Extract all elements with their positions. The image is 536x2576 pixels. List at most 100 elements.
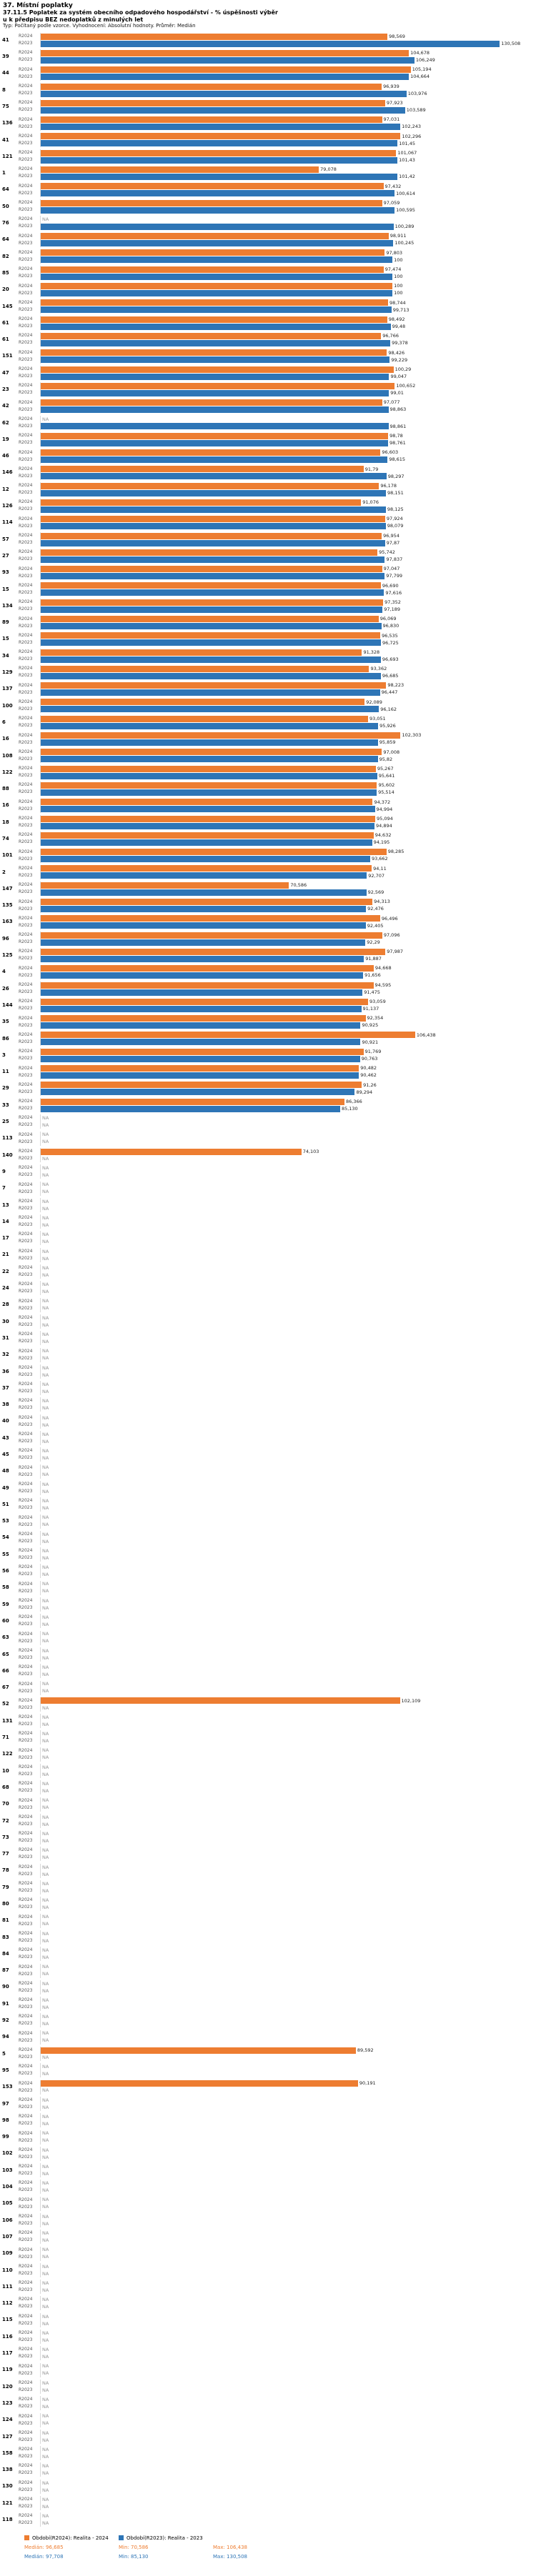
series-label: R2023 bbox=[19, 2121, 33, 2127]
series-label: R2023 bbox=[19, 1039, 33, 1044]
bar-value-label: 100,595 bbox=[396, 206, 415, 213]
bar-line-r2023: R2023 NA bbox=[19, 2070, 533, 2078]
series-label: R2023 bbox=[19, 1156, 33, 1161]
bar-line-r2024: R2024 70,586 bbox=[19, 882, 533, 889]
series-label: R2023 bbox=[19, 1172, 33, 1178]
bar-area: NA bbox=[40, 2296, 533, 2304]
bar-r2023 bbox=[41, 240, 394, 247]
na-label: NA bbox=[42, 2187, 49, 2194]
chart-row: 86 R2024 106,438 R2023 90,921 bbox=[0, 1030, 536, 1047]
bar-line-r2023: R2023 NA bbox=[19, 2320, 533, 2327]
series-label: R2024 bbox=[19, 2463, 33, 2469]
bar-area: NA bbox=[40, 2396, 533, 2404]
bar-r2023 bbox=[41, 74, 410, 81]
bar-line-r2024: R2024 NA bbox=[19, 1580, 533, 1588]
na-label: NA bbox=[42, 2413, 49, 2420]
na-label: NA bbox=[42, 2180, 49, 2187]
chart-row: 119 R2024 NA R2023 NA bbox=[0, 2362, 536, 2378]
bar-line-r2023: R2023 NA bbox=[19, 1272, 533, 1279]
bar-value-label: 100,289 bbox=[394, 224, 415, 230]
bar-area: NA bbox=[40, 1197, 533, 1205]
chart-row: 51 R2024 NA R2023 NA bbox=[0, 1496, 536, 1512]
chart-meta-line: Typ: Počítaný podle vzorce. Vyhodnocení:… bbox=[3, 22, 196, 29]
bar-area: NA bbox=[40, 1414, 533, 1422]
bar-area: 90,191 bbox=[40, 2080, 533, 2087]
bar-line-r2023: R2023 100 bbox=[19, 273, 533, 281]
bar-value-label: 91,475 bbox=[364, 989, 380, 995]
bar-area: 97,837 bbox=[40, 556, 533, 564]
na-label: NA bbox=[42, 2204, 49, 2210]
bar-line-r2024: R2024 NA bbox=[19, 1897, 533, 1904]
bar-area: 79,078 bbox=[40, 166, 533, 174]
bar-r2023 bbox=[41, 689, 380, 697]
category-label: 88 bbox=[2, 786, 9, 792]
bar-area: 102,109 bbox=[40, 1697, 533, 1704]
category-label: 98 bbox=[2, 2117, 9, 2123]
bar-r2024 bbox=[41, 2047, 356, 2054]
na-label: NA bbox=[42, 1921, 49, 1927]
bar-line-r2023: R2023 NA bbox=[19, 1371, 533, 1379]
bar-area: NA bbox=[40, 2153, 533, 2161]
bar-r2024 bbox=[41, 1032, 415, 1039]
bar-area: NA bbox=[40, 1314, 533, 1322]
na-label: NA bbox=[42, 2163, 49, 2170]
category-label: 37 bbox=[2, 1384, 9, 1391]
chart-row: 32 R2024 NA R2023 NA bbox=[0, 1347, 536, 1363]
series-label: R2024 bbox=[19, 533, 33, 539]
series-label: R2024 bbox=[19, 516, 33, 521]
bar-line-r2024: R2024 98,285 bbox=[19, 848, 533, 856]
bar-area: 105,194 bbox=[40, 66, 533, 74]
na-label: NA bbox=[42, 2230, 49, 2237]
series-label: R2024 bbox=[19, 2114, 33, 2120]
bar-line-r2023: R2023 96,830 bbox=[19, 622, 533, 630]
bar-area: NA bbox=[40, 216, 533, 224]
series-label: R2024 bbox=[19, 1564, 33, 1570]
na-label: NA bbox=[42, 1604, 49, 1611]
na-label: NA bbox=[42, 1797, 49, 1804]
series-label: R2023 bbox=[19, 2254, 33, 2260]
series-label: R2023 bbox=[19, 2104, 33, 2110]
series-label: R2024 bbox=[19, 1664, 33, 1670]
chart-row: 10 R2024 NA R2023 NA bbox=[0, 1762, 536, 1779]
chart-row: 82 R2024 97,803 R2023 100 bbox=[0, 248, 536, 264]
na-label: NA bbox=[42, 2463, 49, 2470]
series-label: R2023 bbox=[19, 490, 33, 496]
category-label: 22 bbox=[2, 1268, 9, 1274]
bar-line-r2024: R2024 NA bbox=[19, 2096, 533, 2104]
na-label: NA bbox=[42, 1497, 49, 1504]
category-label: 83 bbox=[2, 1934, 9, 1940]
na-label: NA bbox=[42, 1264, 49, 1271]
bar-line-r2023: R2023 NA bbox=[19, 2287, 533, 2295]
category-label: 38 bbox=[2, 1402, 9, 1408]
bar-area: 97,474 bbox=[40, 266, 533, 274]
bar-value-label: 74,103 bbox=[302, 1148, 319, 1154]
bar-area: 96,693 bbox=[40, 656, 533, 664]
category-label: 109 bbox=[2, 2250, 13, 2257]
chart-row: 108 R2024 97,008 R2023 95,82 bbox=[0, 747, 536, 764]
bar-area: NA bbox=[40, 1297, 533, 1305]
bar-area: NA bbox=[40, 2213, 533, 2220]
series-label: R2023 bbox=[19, 1139, 33, 1144]
na-label: NA bbox=[42, 1764, 49, 1770]
bar-value-label: 130,508 bbox=[501, 40, 521, 46]
chart-row: 163 R2024 96,496 R2023 92,405 bbox=[0, 914, 536, 930]
bar-area: 103,589 bbox=[40, 106, 533, 114]
bar-line-r2024: R2024 98,223 bbox=[19, 682, 533, 689]
category-label: 122 bbox=[2, 1751, 13, 1757]
bar-line-r2023: R2023 91,137 bbox=[19, 1005, 533, 1013]
bar-area: 98,569 bbox=[40, 33, 533, 41]
bar-area: 95,82 bbox=[40, 755, 533, 763]
na-label: NA bbox=[42, 2297, 49, 2303]
na-label: NA bbox=[42, 2197, 49, 2203]
chart-row: 99 R2024 NA R2023 NA bbox=[0, 2129, 536, 2145]
bar-area: NA bbox=[40, 2130, 533, 2137]
bar-area: NA bbox=[40, 1497, 533, 1505]
series-label: R2024 bbox=[19, 632, 33, 638]
series-label: R2024 bbox=[19, 2014, 33, 2020]
bar-area: 104,678 bbox=[40, 49, 533, 57]
chart-row: 46 R2024 96,603 R2023 98,615 bbox=[0, 448, 536, 464]
bar-line-r2023: R2023 NA bbox=[19, 2103, 533, 2111]
bar-line-r2023: R2023 NA bbox=[19, 1854, 533, 1862]
bar-area: 96,685 bbox=[40, 672, 533, 680]
category-label: 136 bbox=[2, 120, 13, 126]
